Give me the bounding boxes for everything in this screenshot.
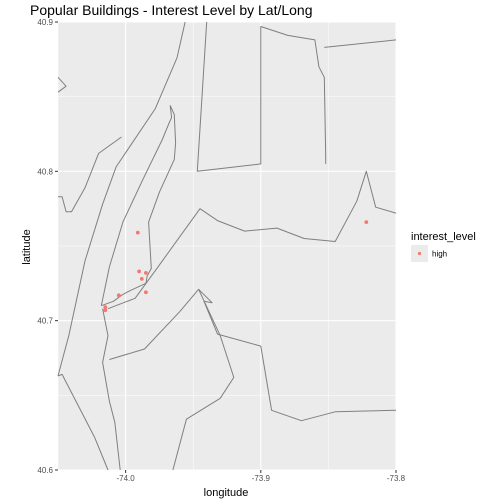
data-point — [364, 220, 369, 225]
chart-title: Popular Buildings - Interest Level by La… — [30, 2, 313, 18]
data-point — [144, 290, 148, 295]
x-axis-ticks: -74.0 -73.9 -73.8 — [116, 470, 406, 483]
y-tick-label: 40.9 — [37, 18, 53, 27]
x-tick-label: -74.0 — [116, 474, 135, 483]
boundary-line — [107, 170, 397, 310]
data-point — [137, 269, 142, 274]
legend-title: interest_level — [411, 231, 476, 243]
borough-boundaries — [57, 21, 397, 471]
boundary-line — [324, 39, 397, 48]
data-point — [103, 305, 108, 310]
boundary-line — [100, 105, 177, 307]
y-tick-label: 40.7 — [37, 317, 53, 326]
boundary-line — [57, 373, 109, 471]
legend-key-point — [417, 251, 422, 256]
data-point — [116, 293, 121, 298]
boundary-line — [198, 288, 397, 422]
legend-label-high: high — [432, 250, 447, 259]
x-tick-label: -73.8 — [387, 474, 406, 483]
boundary-line — [58, 136, 122, 213]
y-tick-label: 40.8 — [37, 167, 53, 176]
boundary-line — [109, 288, 235, 471]
data-point — [103, 308, 108, 313]
boundary-line — [57, 76, 67, 93]
boundary-line — [57, 21, 186, 377]
legend: interest_level high — [411, 231, 476, 262]
x-tick-label: -73.9 — [252, 474, 271, 483]
boundary-line — [102, 308, 121, 471]
boundary-line — [196, 21, 327, 172]
y-axis-ticks: 40.6 40.7 40.8 40.9 — [37, 18, 58, 475]
y-tick-label: 40.6 — [37, 466, 53, 475]
x-axis-title: longitude — [204, 487, 249, 499]
data-point — [139, 277, 144, 281]
data-point — [135, 230, 140, 235]
data-point — [144, 271, 148, 275]
y-axis-title: latitude — [21, 229, 33, 264]
data-points — [103, 220, 369, 313]
